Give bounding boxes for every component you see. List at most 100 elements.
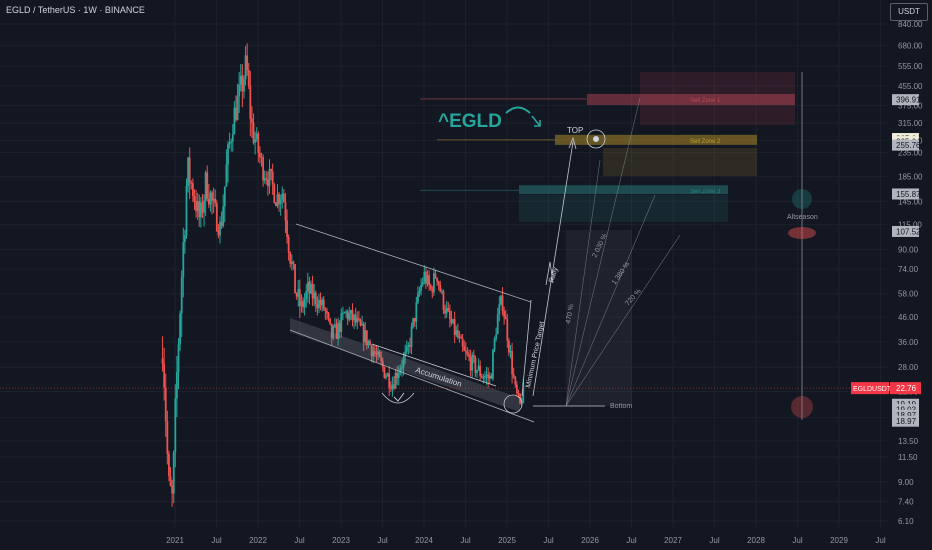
annotation-labels: Sell Zone 1 Sell Zone 2 Sell Zone 3 ^EGLD TO… <box>414 98 817 410</box>
candle-body <box>490 375 493 379</box>
bottom-label: Bottom <box>610 403 632 410</box>
price-marker <box>892 225 919 237</box>
candle-body <box>439 284 442 292</box>
price-axis-label: 6.10 <box>898 517 914 526</box>
candle-body <box>375 353 378 355</box>
candle-body <box>472 354 475 358</box>
candle-body <box>209 192 212 205</box>
check-icon <box>393 392 405 402</box>
candle-body <box>257 133 260 154</box>
candle-body <box>346 311 349 320</box>
candle-body <box>166 420 169 454</box>
top-dot <box>593 136 599 142</box>
currency-button[interactable]: USDT <box>890 3 928 21</box>
altseason-circle-top <box>792 189 812 209</box>
candle-body <box>399 368 402 373</box>
candle-body <box>476 370 478 373</box>
candle-body <box>351 310 354 321</box>
candle-body <box>511 350 514 374</box>
candle-body <box>417 293 419 303</box>
candle-body <box>361 323 363 326</box>
candle-body <box>357 318 360 320</box>
candle-body <box>329 318 332 324</box>
candle-body <box>270 168 272 172</box>
channel-top <box>295 223 532 303</box>
candle-body <box>207 198 210 205</box>
sell-zone <box>519 185 728 195</box>
candle-body <box>287 237 290 253</box>
candle-body <box>241 75 244 92</box>
fan-line <box>565 159 601 407</box>
time-axis-label: 2023 <box>332 536 350 545</box>
candle-body <box>343 312 346 314</box>
accumulation-band <box>290 318 520 412</box>
candle-body <box>456 330 459 338</box>
candle-body <box>500 295 502 305</box>
candle-body <box>337 322 340 339</box>
candle-body <box>413 318 416 322</box>
candle-body <box>432 273 435 293</box>
symbol-tag <box>851 382 889 395</box>
candle-body <box>362 323 365 343</box>
candle-body <box>498 304 501 315</box>
altseason-ellipse <box>788 227 816 239</box>
candle-body <box>493 338 496 350</box>
candle-body <box>420 284 423 291</box>
candle-body <box>217 230 220 236</box>
candle-body <box>514 377 517 385</box>
candle-body <box>353 314 355 321</box>
sell-zone-label: Sell Zone 2 <box>690 139 721 145</box>
candle-body <box>259 153 261 157</box>
altseason-label: Altseason <box>787 214 818 221</box>
egld-logo-text: ^EGLD <box>438 111 502 132</box>
candle-body <box>367 341 370 346</box>
candle-body <box>394 372 397 389</box>
price-axis-label: 455.00 <box>898 82 923 91</box>
time-axis-label: Jul <box>709 536 719 545</box>
candle-body <box>171 485 174 494</box>
candle-body <box>252 122 255 143</box>
candle-body <box>311 284 314 299</box>
candle-body <box>488 375 491 379</box>
candle-body <box>345 311 348 313</box>
last-price-tag <box>890 382 921 395</box>
candle-body <box>286 220 288 238</box>
time-axis-label: 2024 <box>415 536 433 545</box>
candle-body <box>314 292 317 305</box>
candle-body <box>388 373 391 388</box>
price-axis-label: 90.00 <box>898 245 919 254</box>
candle-body <box>431 288 434 293</box>
candle-body <box>370 345 373 357</box>
last-price-label: 22.76 <box>896 384 917 393</box>
candle-body <box>231 134 234 142</box>
time-axis-label: Jul <box>211 536 221 545</box>
candle-body <box>324 309 327 312</box>
price-axis-label: 375.00 <box>898 101 923 110</box>
candle-body <box>214 198 217 204</box>
candle-body <box>386 373 389 377</box>
candle-body <box>300 301 303 306</box>
candle-body <box>276 194 279 207</box>
candle-body <box>228 142 231 145</box>
candle-body <box>222 206 225 227</box>
candle-body <box>504 316 507 320</box>
candle-body <box>501 295 504 312</box>
candle-body <box>163 363 166 388</box>
fan-percent-label: 470 % <box>565 304 575 325</box>
candle-body <box>168 453 170 476</box>
price-marker-label: 107.52 <box>896 227 921 236</box>
candle-body <box>193 196 196 202</box>
candle-body <box>279 199 282 204</box>
candle-body <box>176 371 178 399</box>
price-marker <box>892 188 919 200</box>
candle-body <box>230 141 233 143</box>
candle-body <box>450 319 453 324</box>
candle-body <box>239 75 242 85</box>
candle-body <box>471 354 474 371</box>
candle-body <box>219 221 221 236</box>
projection-box <box>566 230 632 406</box>
candle-body <box>182 242 185 277</box>
candle-body <box>199 202 202 218</box>
candle-body <box>460 336 462 339</box>
